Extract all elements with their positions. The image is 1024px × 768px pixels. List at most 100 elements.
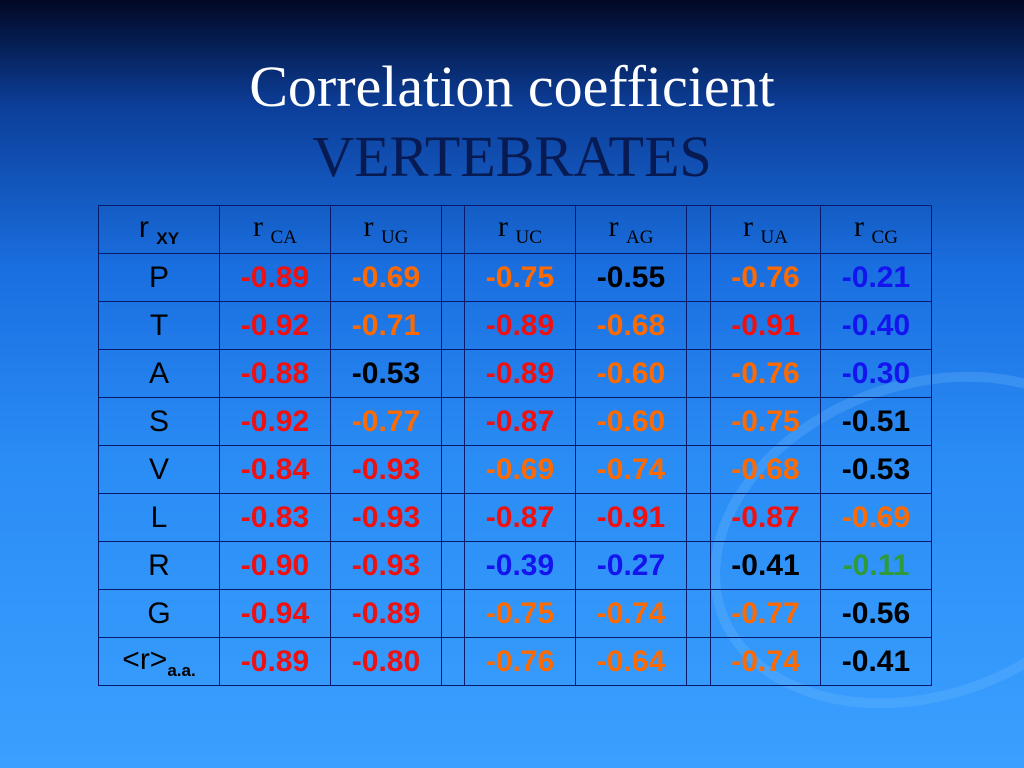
header-main: r <box>498 210 509 243</box>
table-row: A -0.88 -0.53 -0.89 -0.60 -0.76 -0.30 <box>98 349 932 398</box>
header-cell: r UA <box>710 205 821 254</box>
spacer-cell <box>441 397 465 446</box>
correlation-table: r XY r CA r UG r UC r AG r UA r CG P -0.89 -0.69-… <box>98 205 932 686</box>
spacer-cell <box>441 205 465 254</box>
value-cell: -0.75 <box>710 397 821 446</box>
header-main: r <box>743 210 754 243</box>
value-cell: -0.92 <box>219 301 331 350</box>
value-cell: -0.74 <box>710 637 821 686</box>
spacer-cell <box>686 349 711 398</box>
header-cell: r AG <box>575 205 687 254</box>
value-cell: -0.55 <box>575 253 687 302</box>
subtitle: VERTEBRATES <box>312 124 712 189</box>
value-cell: -0.51 <box>820 397 932 446</box>
spacer-cell <box>686 493 711 542</box>
table-row: L -0.83 -0.93 -0.87 -0.91 -0.87 -0.69 <box>98 493 932 542</box>
table-row: <r>a.a. -0.89 -0.80 -0.76 -0.64 -0.74 -0.41 <box>98 637 932 686</box>
value-cell: -0.91 <box>575 493 687 542</box>
spacer-cell <box>441 493 465 542</box>
value-cell: -0.76 <box>710 253 821 302</box>
table-row: T -0.92 -0.71 -0.89 -0.68 -0.91 -0.40 <box>98 301 932 350</box>
value-cell: -0.75 <box>464 253 576 302</box>
row-label-text: P <box>148 260 169 294</box>
row-label: S <box>98 397 220 446</box>
spacer-cell <box>441 301 465 350</box>
table-row: r XY r CA r UG r UC r AG r UA r CG <box>98 205 932 254</box>
table-row: P -0.89 -0.69 -0.75 -0.55 -0.76 -0.21 <box>98 253 932 302</box>
row-label-text: <r> <box>122 642 168 676</box>
value-cell: -0.89 <box>464 301 576 350</box>
spacer-cell <box>686 589 711 638</box>
value-cell: -0.87 <box>710 493 821 542</box>
value-cell: -0.76 <box>710 349 821 398</box>
value-cell: -0.27 <box>575 541 687 590</box>
table-row: R -0.90 -0.93 -0.39 -0.27 -0.41 -0.11 <box>98 541 932 590</box>
spacer-cell <box>686 637 711 686</box>
header-main: r <box>138 210 149 244</box>
spacer-cell <box>686 205 711 254</box>
spacer-cell <box>441 637 465 686</box>
header-sub: AG <box>626 227 654 248</box>
value-cell: -0.94 <box>219 589 331 638</box>
row-label-text: S <box>148 404 169 438</box>
row-label: R <box>98 541 220 590</box>
spacer-cell <box>686 253 711 302</box>
value-cell: -0.71 <box>330 301 442 350</box>
value-cell: -0.84 <box>219 445 331 494</box>
header-sub: UC <box>515 227 542 248</box>
spacer-cell <box>686 445 711 494</box>
value-cell: -0.87 <box>464 493 576 542</box>
value-cell: -0.92 <box>219 397 331 446</box>
value-cell: -0.74 <box>575 445 687 494</box>
value-cell: -0.60 <box>575 397 687 446</box>
value-cell: -0.93 <box>330 493 442 542</box>
value-cell: -0.41 <box>820 637 932 686</box>
value-cell: -0.77 <box>330 397 442 446</box>
table-row: S -0.92 -0.77 -0.87 -0.60 -0.75 -0.51 <box>98 397 932 446</box>
header-cell: r CG <box>820 205 932 254</box>
header-cell: r UG <box>330 205 442 254</box>
row-label: V <box>98 445 220 494</box>
spacer-cell <box>686 541 711 590</box>
value-cell: -0.68 <box>575 301 687 350</box>
header-sub: UA <box>760 227 788 248</box>
value-cell: -0.56 <box>820 589 932 638</box>
value-cell: -0.69 <box>330 253 442 302</box>
value-cell: -0.30 <box>820 349 932 398</box>
header-sub: XY <box>156 228 180 248</box>
row-label-text: L <box>150 500 168 534</box>
value-cell: -0.83 <box>219 493 331 542</box>
value-cell: -0.69 <box>464 445 576 494</box>
row-label: P <box>98 253 220 302</box>
header-cell: r XY <box>98 205 220 254</box>
row-label-text: V <box>148 452 169 486</box>
spacer-cell <box>686 397 711 446</box>
spacer-cell <box>441 445 465 494</box>
value-cell: -0.75 <box>464 589 576 638</box>
header-main: r <box>253 210 264 243</box>
value-cell: -0.64 <box>575 637 687 686</box>
value-cell: -0.91 <box>710 301 821 350</box>
value-cell: -0.89 <box>219 637 331 686</box>
value-cell: -0.93 <box>330 541 442 590</box>
value-cell: -0.93 <box>330 445 442 494</box>
value-cell: -0.68 <box>710 445 821 494</box>
header-sub: CA <box>270 227 297 248</box>
header-sub: UG <box>381 227 409 248</box>
row-label-sub: a.a. <box>167 660 196 680</box>
value-cell: -0.21 <box>820 253 932 302</box>
value-cell: -0.11 <box>820 541 932 590</box>
spacer-cell <box>441 589 465 638</box>
value-cell: -0.39 <box>464 541 576 590</box>
value-cell: -0.41 <box>710 541 821 590</box>
value-cell: -0.87 <box>464 397 576 446</box>
header-main: r <box>854 210 865 243</box>
value-cell: -0.60 <box>575 349 687 398</box>
spacer-cell <box>441 253 465 302</box>
spacer-cell <box>441 349 465 398</box>
row-label-text: G <box>147 596 171 630</box>
value-cell: -0.89 <box>464 349 576 398</box>
table-row: V -0.84 -0.93 -0.69 -0.74 -0.68 -0.53 <box>98 445 932 494</box>
header-cell: r CA <box>219 205 331 254</box>
